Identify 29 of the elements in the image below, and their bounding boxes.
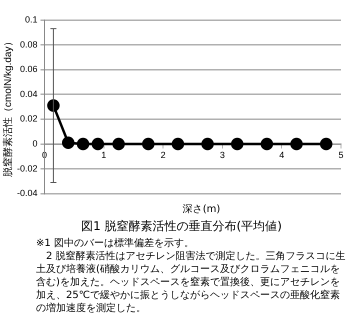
y-tick-label: 0.04 [20, 88, 38, 99]
point [172, 138, 184, 150]
y-tick-label: 0.06 [20, 64, 38, 74]
y-tick-label: 0.1 [25, 14, 38, 24]
point [92, 138, 104, 150]
y-tick-label: 0.08 [20, 39, 38, 50]
y-tick-label: -0.02 [17, 163, 38, 174]
y-tick-label: -0.04 [17, 188, 38, 198]
x-axis-title: 深さ(m) [182, 203, 222, 216]
x-tick-label: 5 [338, 150, 344, 160]
point [260, 138, 274, 150]
point [112, 138, 125, 150]
point [142, 138, 155, 150]
x-tick-label: 4 [279, 150, 284, 160]
text: 図1 脱窒酵素活性の垂直分布(平均値) [80, 218, 283, 235]
text: 2 脱窒酵素活性はアセチレン阻害法で測定した。三角フラスコに生土及び培養液(硝酸カリウム、グルコース及びクロラムフェニコルを含む)を加えた。ヘッドスペースを窒素で置換後、更にアセチレンを加え、25℃で緩やかに振とうしながらヘッドスペースの亜酸化窒素の増加速度を測定した。 [36, 250, 347, 315]
x-tick-label: 3 [220, 150, 225, 160]
point [76, 138, 90, 150]
point [62, 136, 74, 150]
y-axis-title: 脱窒酵素活性（cmolN/kg.day） [2, 36, 14, 178]
x-tick-label: 1 [101, 150, 106, 160]
point [290, 138, 303, 150]
y-tick-label: 0 [32, 138, 38, 148]
x-tick-label: 2 [160, 150, 166, 160]
point [201, 138, 214, 150]
y-tick-label: 0.02 [20, 114, 38, 124]
point [320, 138, 332, 150]
text: ※1 図中のバーは標準偏差を示す。 [36, 237, 195, 250]
point [230, 138, 244, 150]
